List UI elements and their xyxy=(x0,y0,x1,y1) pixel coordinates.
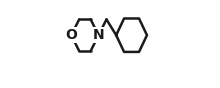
Text: O: O xyxy=(65,28,77,42)
Text: N: N xyxy=(93,28,104,42)
